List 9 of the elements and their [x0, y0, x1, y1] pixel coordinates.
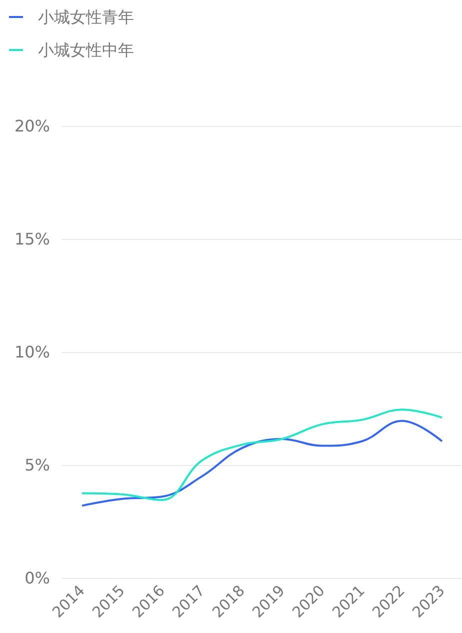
- legend-label: 小城女性中年: [38, 40, 134, 60]
- legend-label: 小城女性青年: [38, 8, 134, 26]
- line-series: [81, 408, 443, 502]
- y-tick-label: 10%: [14, 342, 50, 362]
- line-series: [81, 420, 443, 507]
- y-tick-label: 15%: [14, 230, 50, 248]
- y-tick-label: 0%: [24, 568, 50, 588]
- y-tick-label: 20%: [14, 116, 50, 136]
- y-tick-label: 5%: [24, 456, 50, 474]
